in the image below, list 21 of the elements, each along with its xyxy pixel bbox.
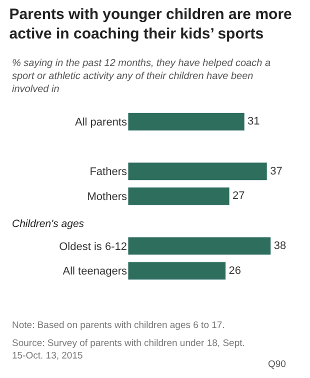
data-label: 37 xyxy=(270,165,282,178)
data-label: 38 xyxy=(274,240,286,252)
y-tick-label: All teenagers xyxy=(62,266,128,278)
data-label: 31 xyxy=(248,116,260,128)
y-tick-label: All parents xyxy=(75,116,128,129)
text: Q90 xyxy=(268,359,286,370)
source-note: Source: Survey of parents with children under 18, Sept. 15-Oct. 13, 2015 xyxy=(12,338,245,362)
data-label: 27 xyxy=(232,190,245,202)
chart-title: Parents with younger children are more active in coaching their kids’ sports xyxy=(9,6,292,42)
bar xyxy=(128,162,268,181)
y-tick-label: Mothers xyxy=(87,191,128,204)
bar xyxy=(128,236,272,256)
chart-subtitle: % saying in the past 12 months, they have helped coach a sport or athletic activity any of their children have been involved in xyxy=(12,58,271,95)
data-label: 26 xyxy=(228,264,241,277)
bar xyxy=(128,262,226,280)
y-tick-label: Oldest is 6-12 xyxy=(59,240,127,253)
text: Children's ages xyxy=(12,218,85,230)
bar xyxy=(128,187,230,206)
text: Note: Based on parents with children ages 6 to 17. xyxy=(12,320,225,331)
y-tick-label: Fathers xyxy=(90,166,128,178)
bar xyxy=(128,112,245,131)
